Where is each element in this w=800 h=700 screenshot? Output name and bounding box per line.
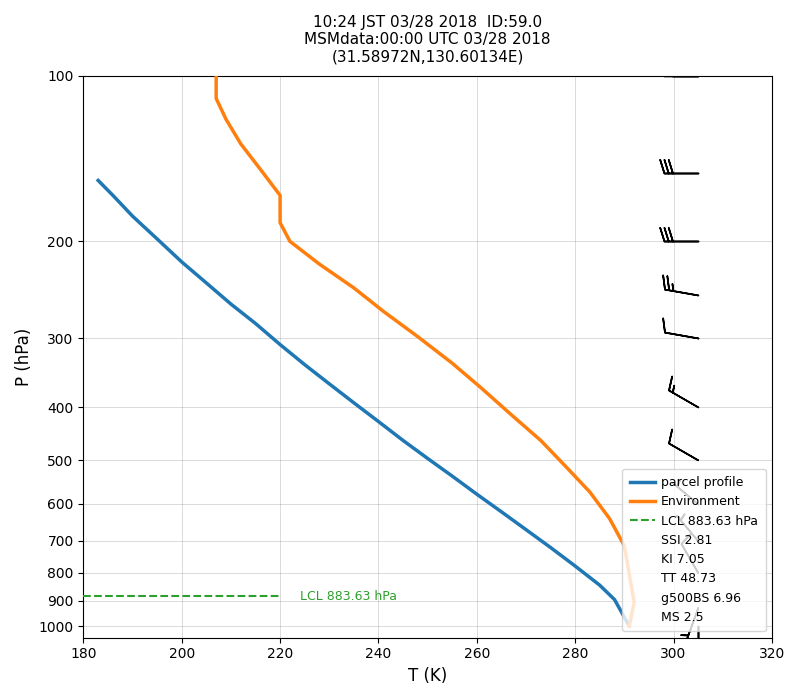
parcel profile bbox=[398, 436, 408, 445]
Environment bbox=[314, 260, 324, 268]
Environment bbox=[285, 237, 294, 246]
parcel profile bbox=[300, 360, 310, 369]
Line: parcel profile: parcel profile bbox=[98, 181, 630, 626]
Environment bbox=[222, 115, 231, 123]
Environment bbox=[630, 598, 639, 606]
X-axis label: T (K): T (K) bbox=[408, 667, 447, 685]
Text: LCL 883.63 hPa: LCL 883.63 hPa bbox=[300, 590, 397, 603]
parcel profile bbox=[128, 212, 138, 220]
parcel profile bbox=[423, 454, 433, 463]
Environment bbox=[211, 94, 221, 103]
parcel profile bbox=[250, 319, 260, 328]
Environment bbox=[625, 622, 634, 630]
Environment bbox=[275, 218, 285, 227]
parcel profile bbox=[202, 279, 211, 287]
Environment bbox=[275, 191, 285, 200]
Environment bbox=[605, 514, 614, 523]
Legend: parcel profile, Environment, LCL 883.63 hPa, SSI 2.81, KI 7.05, TT 48.73, g500BS: parcel profile, Environment, LCL 883.63 … bbox=[622, 469, 766, 631]
parcel profile bbox=[275, 340, 285, 349]
parcel profile bbox=[521, 526, 530, 534]
parcel profile bbox=[625, 622, 634, 630]
Environment bbox=[619, 542, 629, 550]
parcel profile bbox=[497, 508, 506, 516]
parcel profile bbox=[226, 300, 236, 308]
LCL 883.63 hPa bbox=[275, 592, 285, 601]
Environment bbox=[211, 71, 221, 80]
Environment bbox=[625, 570, 634, 578]
parcel profile bbox=[152, 234, 162, 243]
parcel profile bbox=[94, 176, 103, 185]
parcel profile bbox=[447, 472, 457, 480]
Environment bbox=[585, 488, 594, 496]
parcel profile bbox=[325, 379, 334, 388]
parcel profile bbox=[177, 258, 186, 266]
parcel profile bbox=[349, 398, 358, 407]
Environment bbox=[477, 384, 486, 393]
Environment bbox=[349, 284, 358, 292]
parcel profile bbox=[595, 581, 605, 589]
Environment bbox=[211, 83, 221, 92]
Environment bbox=[447, 359, 457, 368]
LCL 883.63 hPa bbox=[78, 592, 88, 601]
parcel profile bbox=[374, 417, 383, 426]
Line: Environment: Environment bbox=[216, 76, 634, 626]
Environment bbox=[413, 332, 422, 341]
parcel profile bbox=[108, 191, 118, 200]
parcel profile bbox=[610, 595, 619, 603]
Environment bbox=[236, 140, 246, 148]
Y-axis label: P (hPa): P (hPa) bbox=[15, 328, 33, 386]
parcel profile bbox=[472, 490, 482, 498]
Environment bbox=[378, 307, 388, 316]
Environment bbox=[275, 205, 285, 214]
Title: 10:24 JST 03/28 2018  ID:59.0
MSMdata:00:00 UTC 03/28 2018
(31.58972N,130.60134E: 10:24 JST 03/28 2018 ID:59.0 MSMdata:00:… bbox=[304, 15, 551, 65]
Environment bbox=[506, 410, 516, 419]
parcel profile bbox=[570, 562, 580, 570]
Environment bbox=[256, 165, 266, 174]
Environment bbox=[561, 462, 570, 470]
Environment bbox=[536, 436, 546, 445]
parcel profile bbox=[546, 543, 555, 552]
